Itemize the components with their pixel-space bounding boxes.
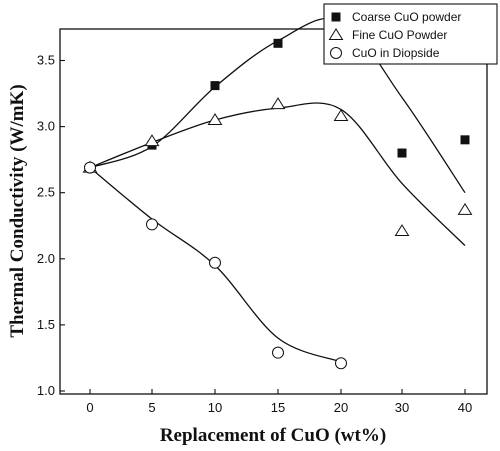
legend-label-1: Coarse CuO powder	[352, 10, 461, 24]
x-tick-label: 30	[395, 400, 409, 415]
legend-box	[323, 3, 498, 65]
y-tick-label: 4.0	[37, 0, 55, 1]
series-3-point	[335, 357, 347, 370]
y-tick-label: 2.0	[37, 251, 55, 266]
y-axis: 1.0 1.5 2.0 2.5 3.0 3.5 4.0	[37, 0, 65, 398]
legend-label-3: CuO in Diopside	[352, 46, 440, 60]
series-1-point	[210, 81, 220, 91]
series-1-point	[460, 135, 470, 145]
x-tick-label: 5	[148, 400, 155, 415]
y-tick-label: 3.0	[37, 119, 55, 134]
series-3-point	[146, 218, 158, 231]
series-1-point	[397, 148, 407, 158]
legend-marker-3	[330, 47, 342, 59]
legend-label-2: Fine CuO Powder	[352, 28, 447, 42]
series-2-point	[270, 97, 286, 110]
legend-marker-1	[331, 12, 341, 22]
plot-frame	[59, 28, 488, 395]
y-axis-title: Thermal Conductivity (W/mK)	[7, 84, 28, 337]
series-3-point	[209, 256, 221, 269]
legend: Coarse CuO powder Fine CuO Powder CuO in D…	[323, 3, 498, 65]
series-2-point	[394, 224, 410, 237]
fit-curves	[89, 17, 466, 363]
x-axis: 0 5 10 15 20 30 40	[86, 389, 472, 415]
series-2-point	[333, 109, 349, 122]
series-1-point	[273, 38, 283, 48]
series-3-point	[272, 346, 284, 359]
y-tick-label: 1.0	[37, 383, 55, 398]
series-2-point	[144, 134, 160, 147]
legend-marker-2	[328, 28, 344, 40]
x-tick-label: 40	[458, 400, 472, 415]
data-markers	[82, 17, 473, 370]
y-tick-label: 1.5	[37, 317, 55, 332]
series-2-point	[207, 113, 223, 125]
x-axis-title: Replacement of CuO (wt%)	[160, 425, 386, 446]
y-tick-label: 2.5	[37, 185, 55, 200]
x-tick-label: 20	[334, 400, 348, 415]
series-3-point	[84, 161, 96, 174]
x-tick-label: 15	[271, 400, 285, 415]
y-tick-label: 3.5	[37, 53, 55, 68]
x-tick-label: 0	[86, 400, 93, 415]
x-tick-label: 10	[208, 400, 222, 415]
series-2-point	[457, 202, 473, 215]
